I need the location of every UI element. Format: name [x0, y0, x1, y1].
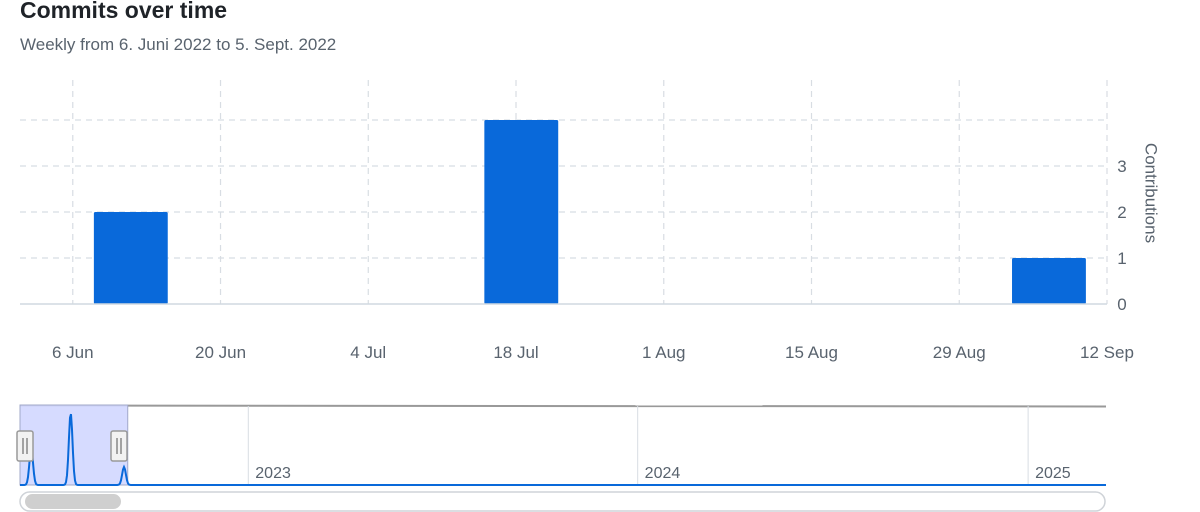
navigator-left-handle[interactable] — [16, 430, 34, 462]
y-tick-label: 1 — [1117, 249, 1126, 268]
navigator-series-line — [20, 413, 1106, 486]
y-tick-label: 3 — [1117, 157, 1126, 176]
y-tick-label: 2 — [1117, 203, 1126, 222]
x-tick-label: 4 Jul — [350, 343, 386, 362]
x-tick-label: 15 Aug — [785, 343, 838, 362]
range-navigator[interactable]: 2023 2024 2025 — [16, 404, 1107, 512]
y-tick-label: 0 — [1117, 295, 1126, 314]
x-tick-label: 12 Sep — [1080, 343, 1134, 362]
x-tick-label: 6 Jun — [52, 343, 94, 362]
navigator-year-label: 2025 — [1035, 465, 1071, 482]
navigator-year-gridlines: 2023 2024 2025 — [247, 406, 1071, 485]
bar[interactable] — [1012, 258, 1086, 304]
chart-title: Commits over time — [20, 0, 228, 23]
bar-series[interactable] — [93, 120, 1086, 304]
navigator-right-handle[interactable] — [110, 430, 128, 462]
grid-lines — [20, 80, 1108, 304]
navigator-top-border — [19, 404, 1107, 408]
x-axis-ticks: 6 Jun 20 Jun 4 Jul 18 Jul 1 Aug 15 Aug 29 Aug 1… — [52, 343, 1134, 362]
navigator-year-label: 2024 — [645, 465, 681, 482]
y-axis-ticks: 0 1 2 3 — [1117, 157, 1126, 314]
x-tick-label: 18 Jul — [493, 343, 538, 362]
bar[interactable] — [93, 212, 168, 304]
y-axis-label: Contributions — [1142, 143, 1161, 243]
chart-subtitle: Weekly from 6. Juni 2022 to 5. Sept. 202… — [20, 35, 337, 54]
x-tick-label: 1 Aug — [642, 343, 686, 362]
bar[interactable] — [484, 120, 559, 304]
navigator-year-label: 2023 — [255, 465, 291, 482]
navigator-scrollbar-track[interactable] — [19, 491, 1106, 512]
navigator-scrollbar-thumb[interactable] — [25, 494, 121, 509]
x-tick-label: 29 Aug — [933, 343, 986, 362]
x-tick-label: 20 Jun — [195, 343, 246, 362]
